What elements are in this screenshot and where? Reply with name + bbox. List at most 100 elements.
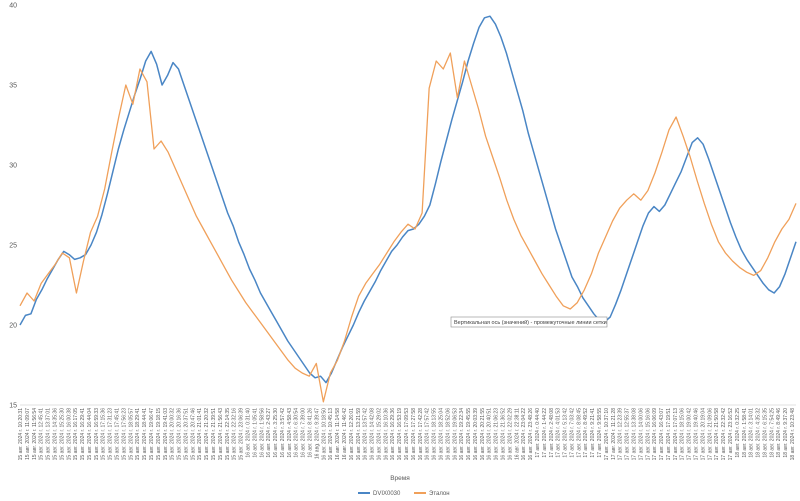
- x-tick-label: 15 авг. 2024 г. 16:29:41: [80, 408, 86, 461]
- x-tick-label: 15 авг. 2024 г. 17:31:23: [108, 408, 114, 461]
- x-tick-label: 16 авг. 2024 г. 18:25:04: [438, 408, 444, 461]
- x-tick-label: 16 авг. 2024 г. 8:41:26: [308, 408, 314, 458]
- x-tick-label: 15 авг. 2024 г. 20:47:46: [190, 408, 196, 461]
- x-tick-label: 15 авг. 2024 г. 17:15:36: [101, 408, 107, 461]
- x-tick-label: 15 авг. 2024 г. 17:56:23: [121, 408, 127, 461]
- x-tick-label: 17 авг. 2024 г. 19:00:42: [687, 408, 693, 461]
- x-tick-label: 18 авг. 2024 г. 6:15:35: [762, 408, 768, 458]
- x-tick-label: 16 авг. 2024 г. 19:22:34: [459, 408, 465, 461]
- x-tick-label: 16 авг. 2024 г. 18:13:55: [432, 408, 438, 461]
- x-axis-ticks: 15 авг. 2024 г. 10:20:31 15 авг. 2024 г. …: [18, 408, 796, 461]
- x-tick-label: 17 авг. 2024 г. 16:43:07: [659, 408, 665, 461]
- x-tick-label: 16 авг. 2024 г. 19:06:53: [452, 408, 458, 461]
- x-tick-label: 16 авг. 2024 г. 20:21:55: [480, 408, 486, 461]
- x-tick-label: 15 авг. 2024 г. 19:18:15: [156, 408, 162, 461]
- x-tick-label: 16 авг. 2024 г. 21:06:23: [494, 408, 500, 461]
- x-tick-label: 16 авг. 2024 г. 20:03:39: [473, 408, 479, 461]
- x-tick-label: 17 авг. 2024 г. 19:40:46: [694, 408, 700, 461]
- x-tick-label: 16 авг. 2024 г. 14:42:08: [370, 408, 376, 461]
- x-tick-label: 16 авг. 2024 г. 22:38:11: [514, 408, 520, 460]
- x-tick-label: 17 авг. 2024 г. 12:55:37: [625, 408, 631, 461]
- x-tick-label: 16 авг. 2024 г. 20:40:51: [487, 408, 493, 461]
- x-tick-label: 18 авг. 2024 г. 4:35:32: [756, 408, 762, 458]
- x-tick-label: 15 авг. 2024 г. 21:39:51: [211, 408, 217, 461]
- x-axis-title: Время: [390, 475, 410, 482]
- x-tick-label: 15 авг. 2024 г. 23:06:39: [239, 408, 245, 461]
- x-tick-label: 15 авг. 2024 г. 16:44:04: [87, 408, 93, 461]
- x-tick-label: 17 авг. 2024 г. 21:09:06: [707, 408, 713, 461]
- x-tick-label: 16 авг. 2024 г. 2:43:27: [266, 408, 272, 458]
- x-tick-label: 17 авг. 2024 г. 0:44:40: [535, 408, 541, 458]
- x-tick-label: 17 авг. 2024 г. 1:44:22: [542, 408, 548, 458]
- x-tick-label: 17 авг. 2024 г. 22:32:42: [721, 408, 727, 461]
- series-lines: [19, 15, 797, 403]
- x-tick-label: 18 авг. 2024 г. 7:54:25: [769, 408, 775, 458]
- x-tick-label: 16 авг. 2024 г. 1:05:41: [252, 408, 258, 458]
- y-tick-label: 30: [9, 163, 17, 170]
- x-tick-label: 15 авг. 2024 г. 20:37:51: [183, 408, 189, 461]
- x-tick-label: 18 авг. 2024 г. 9:37:20: [783, 408, 789, 458]
- x-tick-label: 16 авг. 2024 г. 0:31:40: [245, 408, 251, 458]
- x-tick-label: 16 авг. 2024 г. 13:21:59: [356, 408, 362, 461]
- x-tick-label: 17 авг. 2024 г. 13:38:08: [631, 408, 637, 461]
- x-tick-label: 15 авг. 2024 г. 13:37:01: [46, 408, 52, 461]
- x-tick-label: 17 авг. 2024 г. 9:58:55: [597, 408, 603, 458]
- y-tick-label: 35: [9, 83, 17, 90]
- x-tick-label: 16 авг. 2024 г. 3:57:42: [280, 408, 286, 458]
- x-tick-label: 15 авг. 2024 г. 17:45:41: [115, 408, 121, 461]
- x-tick-label: 16 авг. 2024 г. 11:14:58: [335, 408, 341, 460]
- x-tick-label: 15 авг. 2024 г. 16:59:33: [94, 408, 100, 461]
- tooltip-box: [450, 316, 608, 328]
- x-tick-label: 16 авг. 2024 г. 15:29:02: [376, 408, 382, 461]
- legend: DVIX0030 Эталон: [358, 491, 450, 497]
- y-tick-label: 20: [9, 323, 17, 330]
- legend-label: Эталон: [429, 491, 450, 497]
- series-line-etalon: [19, 52, 797, 403]
- x-tick-label: 17 авг. 2024 г. 2:48:08: [549, 408, 555, 458]
- x-tick-label: 16 авг. 2024 г. 6:30:54: [294, 408, 300, 458]
- x-tick-label: 15 авг. 2024 г. 10:20:31: [18, 408, 24, 461]
- x-tick-label: 15 авг. 2024 г. 12:45:41: [39, 408, 45, 461]
- x-tick-label: 16 авг. 2024 г. 23:04:22: [521, 408, 527, 461]
- x-tick-label: 15 авг. 2024 г. 22:32:16: [232, 408, 238, 461]
- x-tick-label: 15 авг. 2024 г. 21:56:43: [218, 408, 224, 461]
- x-tick-label: 17 авг. 2024 г. 17:07:13: [673, 408, 679, 461]
- x-tick-label: 17 авг. 2024 г. 9:21:41: [590, 408, 596, 458]
- x-tick-label: 17 авг. 2024 г. 4:01:53: [556, 408, 562, 458]
- y-axis-ticks: 15 20 25 30 35 40: [9, 3, 17, 410]
- x-tick-label: 16 авг. 2024 г. 10:18:50: [321, 408, 327, 461]
- x-tick-label: 18 авг. 2024 г. 1:58:41: [742, 408, 748, 458]
- tooltip: Вертикальная ось (значений) - промежуточ…: [450, 316, 608, 328]
- x-tick-label: 18 авг. 2024 г. 0:32:25: [735, 408, 741, 458]
- x-tick-label: 16 авг. 2024 г. 17:27:58: [411, 408, 417, 461]
- x-tick-label: 17 авг. 2024 г. 18:15:06: [680, 408, 686, 461]
- x-tick-label: 15 авг. 2024 г. 21:01:41: [197, 408, 203, 461]
- x-tick-label: 15 авг. 2024 г. 14:35:36: [52, 408, 58, 461]
- x-tick-label: 17 авг. 2024 г. 10:37:10: [604, 408, 610, 461]
- x-tick-label: 15 авг. 2024 г. 19:06:47: [149, 408, 155, 461]
- y-tick-label: 15: [9, 403, 17, 410]
- x-tick-label: 16 авг. 2024 г. 17:09:53: [404, 408, 410, 461]
- x-tick-label: 16 авг. 2024 г. 23:48:26: [528, 408, 534, 461]
- x-tick-label: 16 авг. 2024 г. 16:10:36: [383, 408, 389, 461]
- x-tick-label: 16 авг. 2024 г. 1:58:56: [259, 408, 265, 458]
- x-tick-label: 17 авг. 2024 г. 7:03:42: [569, 408, 575, 458]
- x-tick-label: 17 авг. 2024 г. 8:08:45: [576, 408, 582, 458]
- x-tick-label: 17 авг. 2024 г. 5:13:42: [563, 408, 569, 458]
- x-tick-label: 15 авг. 2024 г. 15:25:30: [59, 408, 65, 461]
- x-tick-label: 16 авг. 2024 г. 16:53:19: [397, 408, 403, 461]
- x-tick-label: 16 авг. 2024 г. 11:46:42: [342, 408, 348, 460]
- x-tick-label: 16 авг. 2024 г. 17:57:42: [425, 408, 431, 461]
- x-tick-label: 17 авг. 2024 г. 15:16:06: [645, 408, 651, 461]
- x-tick-label: 15 авг. 2024 г. 19:41:03: [163, 408, 169, 461]
- y-tick-label: 25: [9, 243, 17, 250]
- x-tick-label: 17 авг. 2024 г. 16:06:09: [652, 408, 658, 461]
- x-tick-label: 16 авг. 2024 г. 12:26:01: [349, 408, 355, 461]
- x-tick-label: 16 авг. 2024 г. 3:25:30: [273, 408, 279, 458]
- x-tick-label: 17 авг. 2024 г. 8:49:52: [583, 408, 589, 458]
- x-tick-label: 15 авг. 2024 г. 18:44:41: [142, 408, 148, 461]
- x-tick-label: 16 авг. 2024 г. 16:29:36: [390, 408, 396, 461]
- x-tick-label: 16 авг. 2024 г. 17:42:28: [418, 408, 424, 461]
